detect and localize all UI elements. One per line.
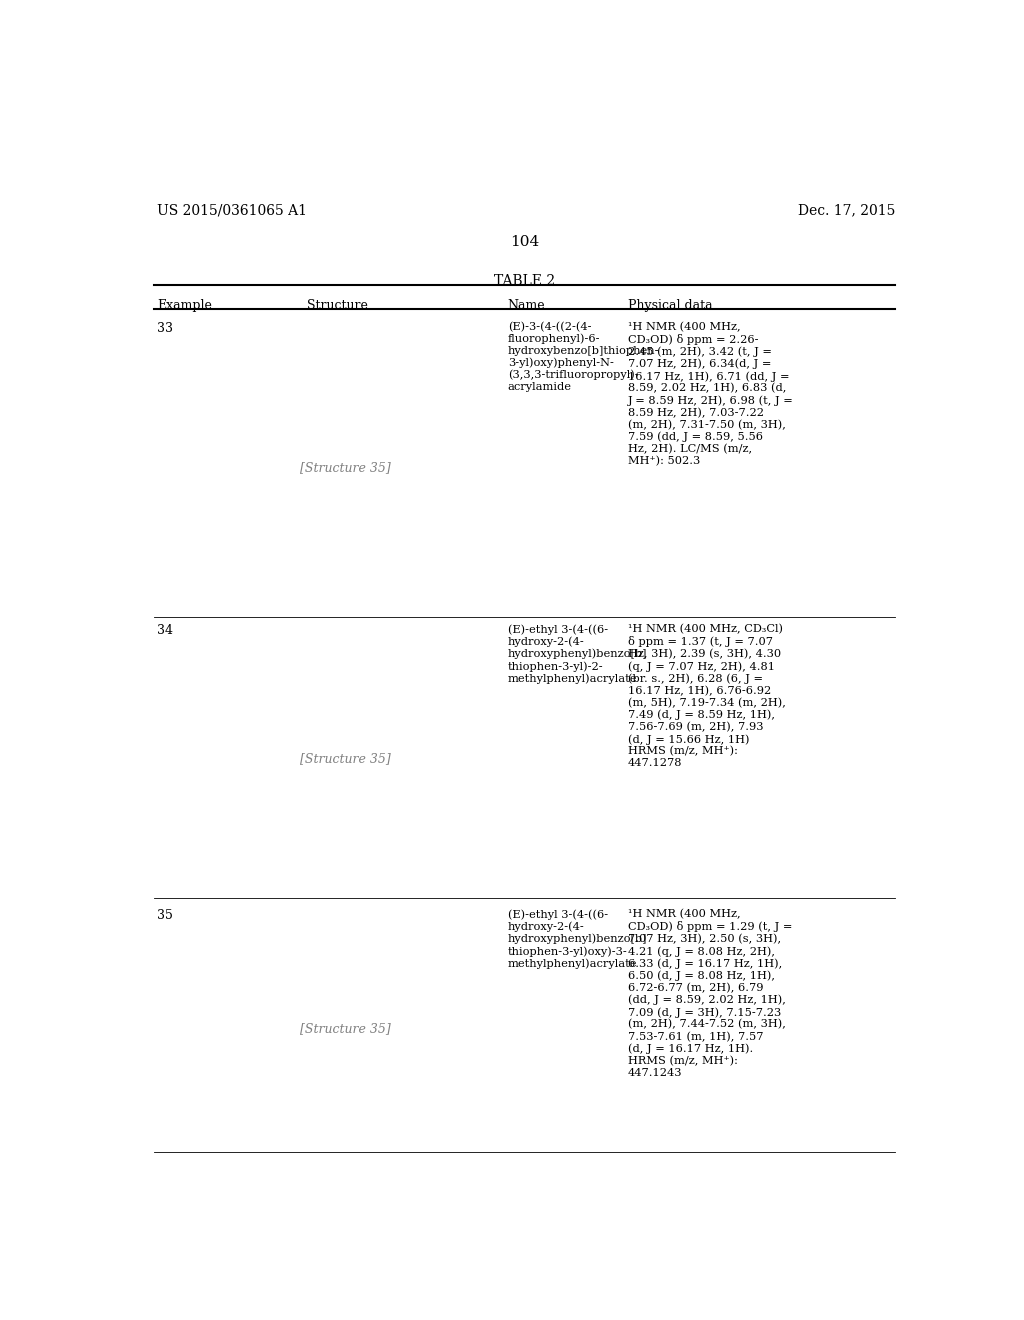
Text: (E)-3-(4-((2-(4-
fluorophenyl)-6-
hydroxybenzo[b]thiophen-
3-yl)oxy)phenyl-N-
(3: (E)-3-(4-((2-(4- fluorophenyl)-6- hydrox… <box>508 322 659 392</box>
Text: US 2015/0361065 A1: US 2015/0361065 A1 <box>158 203 307 216</box>
Text: Physical data: Physical data <box>628 300 713 313</box>
Text: (E)-ethyl 3-(4-((6-
hydroxy-2-(4-
hydroxyphenyl)benzo[b]
thiophen-3-yl)oxy)-3-
m: (E)-ethyl 3-(4-((6- hydroxy-2-(4- hydrox… <box>508 909 647 969</box>
Text: 104: 104 <box>510 235 540 249</box>
Text: Example: Example <box>158 300 212 313</box>
Text: [Structure 35]: [Structure 35] <box>300 461 390 474</box>
Text: Structure: Structure <box>307 300 368 313</box>
Text: Name: Name <box>508 300 546 313</box>
Text: (E)-ethyl 3-(4-((6-
hydroxy-2-(4-
hydroxyphenyl)benzo[b]
thiophen-3-yl)-2-
methy: (E)-ethyl 3-(4-((6- hydroxy-2-(4- hydrox… <box>508 624 647 684</box>
Text: ¹H NMR (400 MHz,
CD₃OD) δ ppm = 2.26-
2.45 (m, 2H), 3.42 (t, J =
7.07 Hz, 2H), 6: ¹H NMR (400 MHz, CD₃OD) δ ppm = 2.26- 2.… <box>628 322 794 466</box>
Text: TABLE 2: TABLE 2 <box>495 275 555 288</box>
Text: [Structure 35]: [Structure 35] <box>300 1022 390 1035</box>
Text: 34: 34 <box>158 624 173 638</box>
Text: [Structure 35]: [Structure 35] <box>300 752 390 766</box>
Text: ¹H NMR (400 MHz, CD₃Cl)
δ ppm = 1.37 (t, J = 7.07
Hz, 3H), 2.39 (s, 3H), 4.30
(q: ¹H NMR (400 MHz, CD₃Cl) δ ppm = 1.37 (t,… <box>628 624 785 768</box>
Text: ¹H NMR (400 MHz,
CD₃OD) δ ppm = 1.29 (t, J =
7.07 Hz, 3H), 2.50 (s, 3H),
4.21 (q: ¹H NMR (400 MHz, CD₃OD) δ ppm = 1.29 (t,… <box>628 909 793 1077</box>
Text: 33: 33 <box>158 322 173 335</box>
Text: Dec. 17, 2015: Dec. 17, 2015 <box>798 203 895 216</box>
Text: 35: 35 <box>158 909 173 923</box>
